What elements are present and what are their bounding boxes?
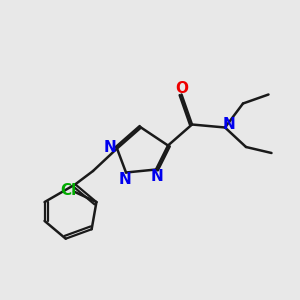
Text: N: N [223, 117, 236, 132]
Text: N: N [118, 172, 131, 187]
Text: N: N [104, 140, 117, 154]
Text: O: O [175, 81, 188, 96]
Text: Cl: Cl [60, 183, 76, 198]
Text: N: N [151, 169, 164, 184]
